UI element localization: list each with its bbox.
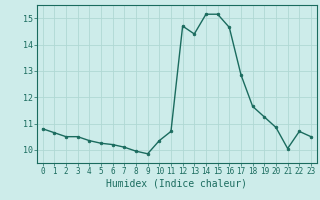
X-axis label: Humidex (Indice chaleur): Humidex (Indice chaleur) <box>106 179 247 189</box>
